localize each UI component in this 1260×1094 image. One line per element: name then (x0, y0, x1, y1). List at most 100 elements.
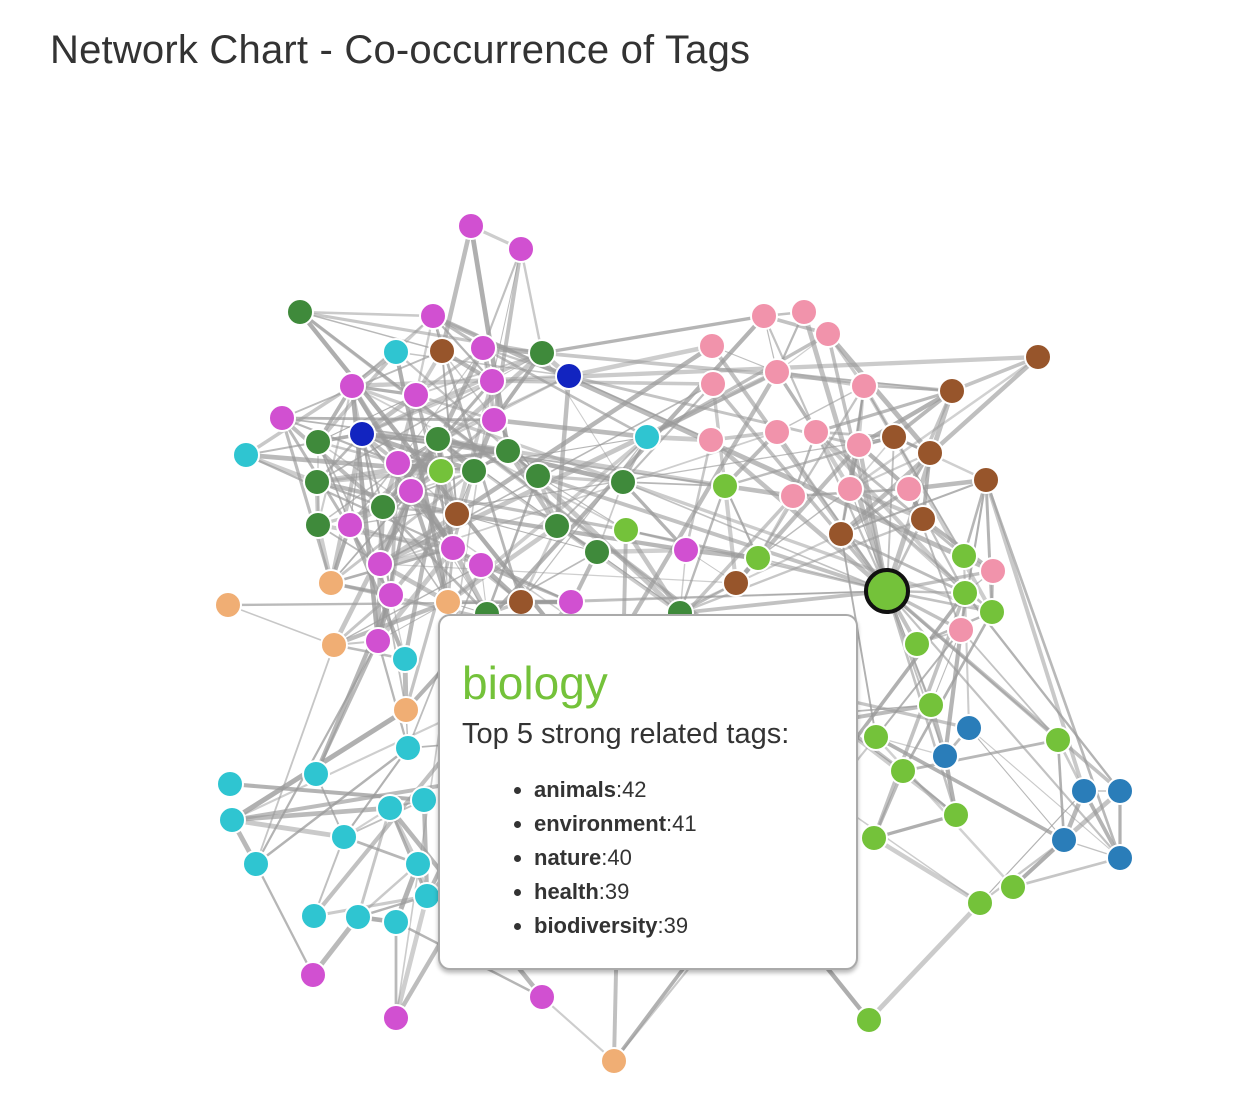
tag-node[interactable] (979, 557, 1007, 585)
tag-node[interactable] (376, 794, 404, 822)
tag-node[interactable] (524, 462, 552, 490)
tag-node[interactable] (855, 1006, 883, 1034)
tag-node[interactable] (895, 475, 923, 503)
tag-node[interactable] (286, 298, 314, 326)
tag-node[interactable] (814, 320, 842, 348)
tag-node[interactable] (469, 334, 497, 362)
tag-node[interactable] (394, 734, 422, 762)
tag-node[interactable] (1024, 343, 1052, 371)
tag-node[interactable] (507, 235, 535, 263)
tag-node[interactable] (382, 908, 410, 936)
tag-node[interactable] (439, 534, 467, 562)
tag-node[interactable] (889, 757, 917, 785)
tag-node[interactable] (917, 691, 945, 719)
tag-node[interactable] (942, 801, 970, 829)
tag-node[interactable] (950, 542, 978, 570)
tag-node[interactable] (711, 472, 739, 500)
tag-node[interactable] (722, 569, 750, 597)
tag-node[interactable] (304, 511, 332, 539)
tag-node[interactable] (344, 903, 372, 931)
tag-node[interactable] (366, 550, 394, 578)
tag-node[interactable] (338, 372, 366, 400)
tag-node[interactable] (419, 302, 447, 330)
tag-node[interactable] (336, 511, 364, 539)
tag-node[interactable] (699, 370, 727, 398)
tag-node[interactable] (391, 645, 419, 673)
tag-node[interactable] (320, 631, 348, 659)
tag-node[interactable] (303, 468, 331, 496)
tag-node[interactable] (763, 358, 791, 386)
tag-node[interactable] (600, 1047, 628, 1075)
tag-node[interactable] (845, 431, 873, 459)
tag-node[interactable] (528, 339, 556, 367)
tag-node[interactable] (697, 426, 725, 454)
tag-node[interactable] (467, 551, 495, 579)
tag-node[interactable] (424, 425, 452, 453)
tag-node[interactable] (494, 437, 522, 465)
tag-node[interactable] (750, 302, 778, 330)
tag-node[interactable] (583, 538, 611, 566)
tag-node[interactable] (543, 512, 571, 540)
tag-node[interactable] (216, 770, 244, 798)
tag-node[interactable] (763, 418, 791, 446)
tag-node[interactable] (672, 536, 700, 564)
tag-node[interactable] (827, 520, 855, 548)
tag-node[interactable] (218, 806, 246, 834)
tag-node[interactable] (790, 298, 818, 326)
tag-node[interactable] (404, 850, 432, 878)
tag-node[interactable] (304, 428, 332, 456)
tag-node[interactable] (972, 466, 1000, 494)
tag-node[interactable] (299, 961, 327, 989)
tag-node[interactable] (232, 441, 260, 469)
tag-node[interactable] (633, 423, 661, 451)
tag-node[interactable] (880, 423, 908, 451)
tag-node[interactable] (938, 377, 966, 405)
tag-node[interactable] (966, 889, 994, 917)
tag-node[interactable] (916, 439, 944, 467)
tag-node[interactable] (931, 742, 959, 770)
tag-node[interactable] (384, 449, 412, 477)
tag-node[interactable] (698, 332, 726, 360)
tag-node[interactable] (557, 588, 585, 616)
tag-node[interactable] (1070, 777, 1098, 805)
tag-node[interactable] (478, 367, 506, 395)
tag-node-biology-selected[interactable] (864, 568, 910, 614)
tag-node[interactable] (612, 516, 640, 544)
tag-node[interactable] (836, 475, 864, 503)
tag-node[interactable] (999, 873, 1027, 901)
tag-node[interactable] (242, 850, 270, 878)
tag-node[interactable] (428, 337, 456, 365)
tag-node[interactable] (951, 579, 979, 607)
tag-node[interactable] (410, 786, 438, 814)
tag-node[interactable] (744, 544, 772, 572)
tag-node[interactable] (317, 569, 345, 597)
tag-node[interactable] (427, 457, 455, 485)
tag-node[interactable] (507, 588, 535, 616)
tag-node[interactable] (903, 630, 931, 658)
tag-node[interactable] (402, 381, 430, 409)
tag-node[interactable] (1106, 844, 1134, 872)
tag-node[interactable] (369, 493, 397, 521)
tag-node[interactable] (392, 696, 420, 724)
tag-node[interactable] (382, 1004, 410, 1032)
tag-node[interactable] (947, 616, 975, 644)
tag-node[interactable] (779, 482, 807, 510)
tag-node[interactable] (480, 406, 508, 434)
tag-node[interactable] (460, 457, 488, 485)
tag-node[interactable] (443, 500, 471, 528)
tag-node[interactable] (1050, 826, 1078, 854)
tag-node[interactable] (434, 588, 462, 616)
tag-node[interactable] (555, 362, 583, 390)
tag-node[interactable] (955, 714, 983, 742)
tag-node[interactable] (302, 760, 330, 788)
tag-node[interactable] (268, 404, 296, 432)
tag-node[interactable] (850, 372, 878, 400)
tag-node[interactable] (862, 723, 890, 751)
tag-node[interactable] (330, 823, 358, 851)
tag-node[interactable] (348, 420, 376, 448)
tag-node[interactable] (377, 581, 405, 609)
tag-node[interactable] (1106, 777, 1134, 805)
tag-node[interactable] (528, 983, 556, 1011)
tag-node[interactable] (609, 468, 637, 496)
tag-node[interactable] (860, 824, 888, 852)
